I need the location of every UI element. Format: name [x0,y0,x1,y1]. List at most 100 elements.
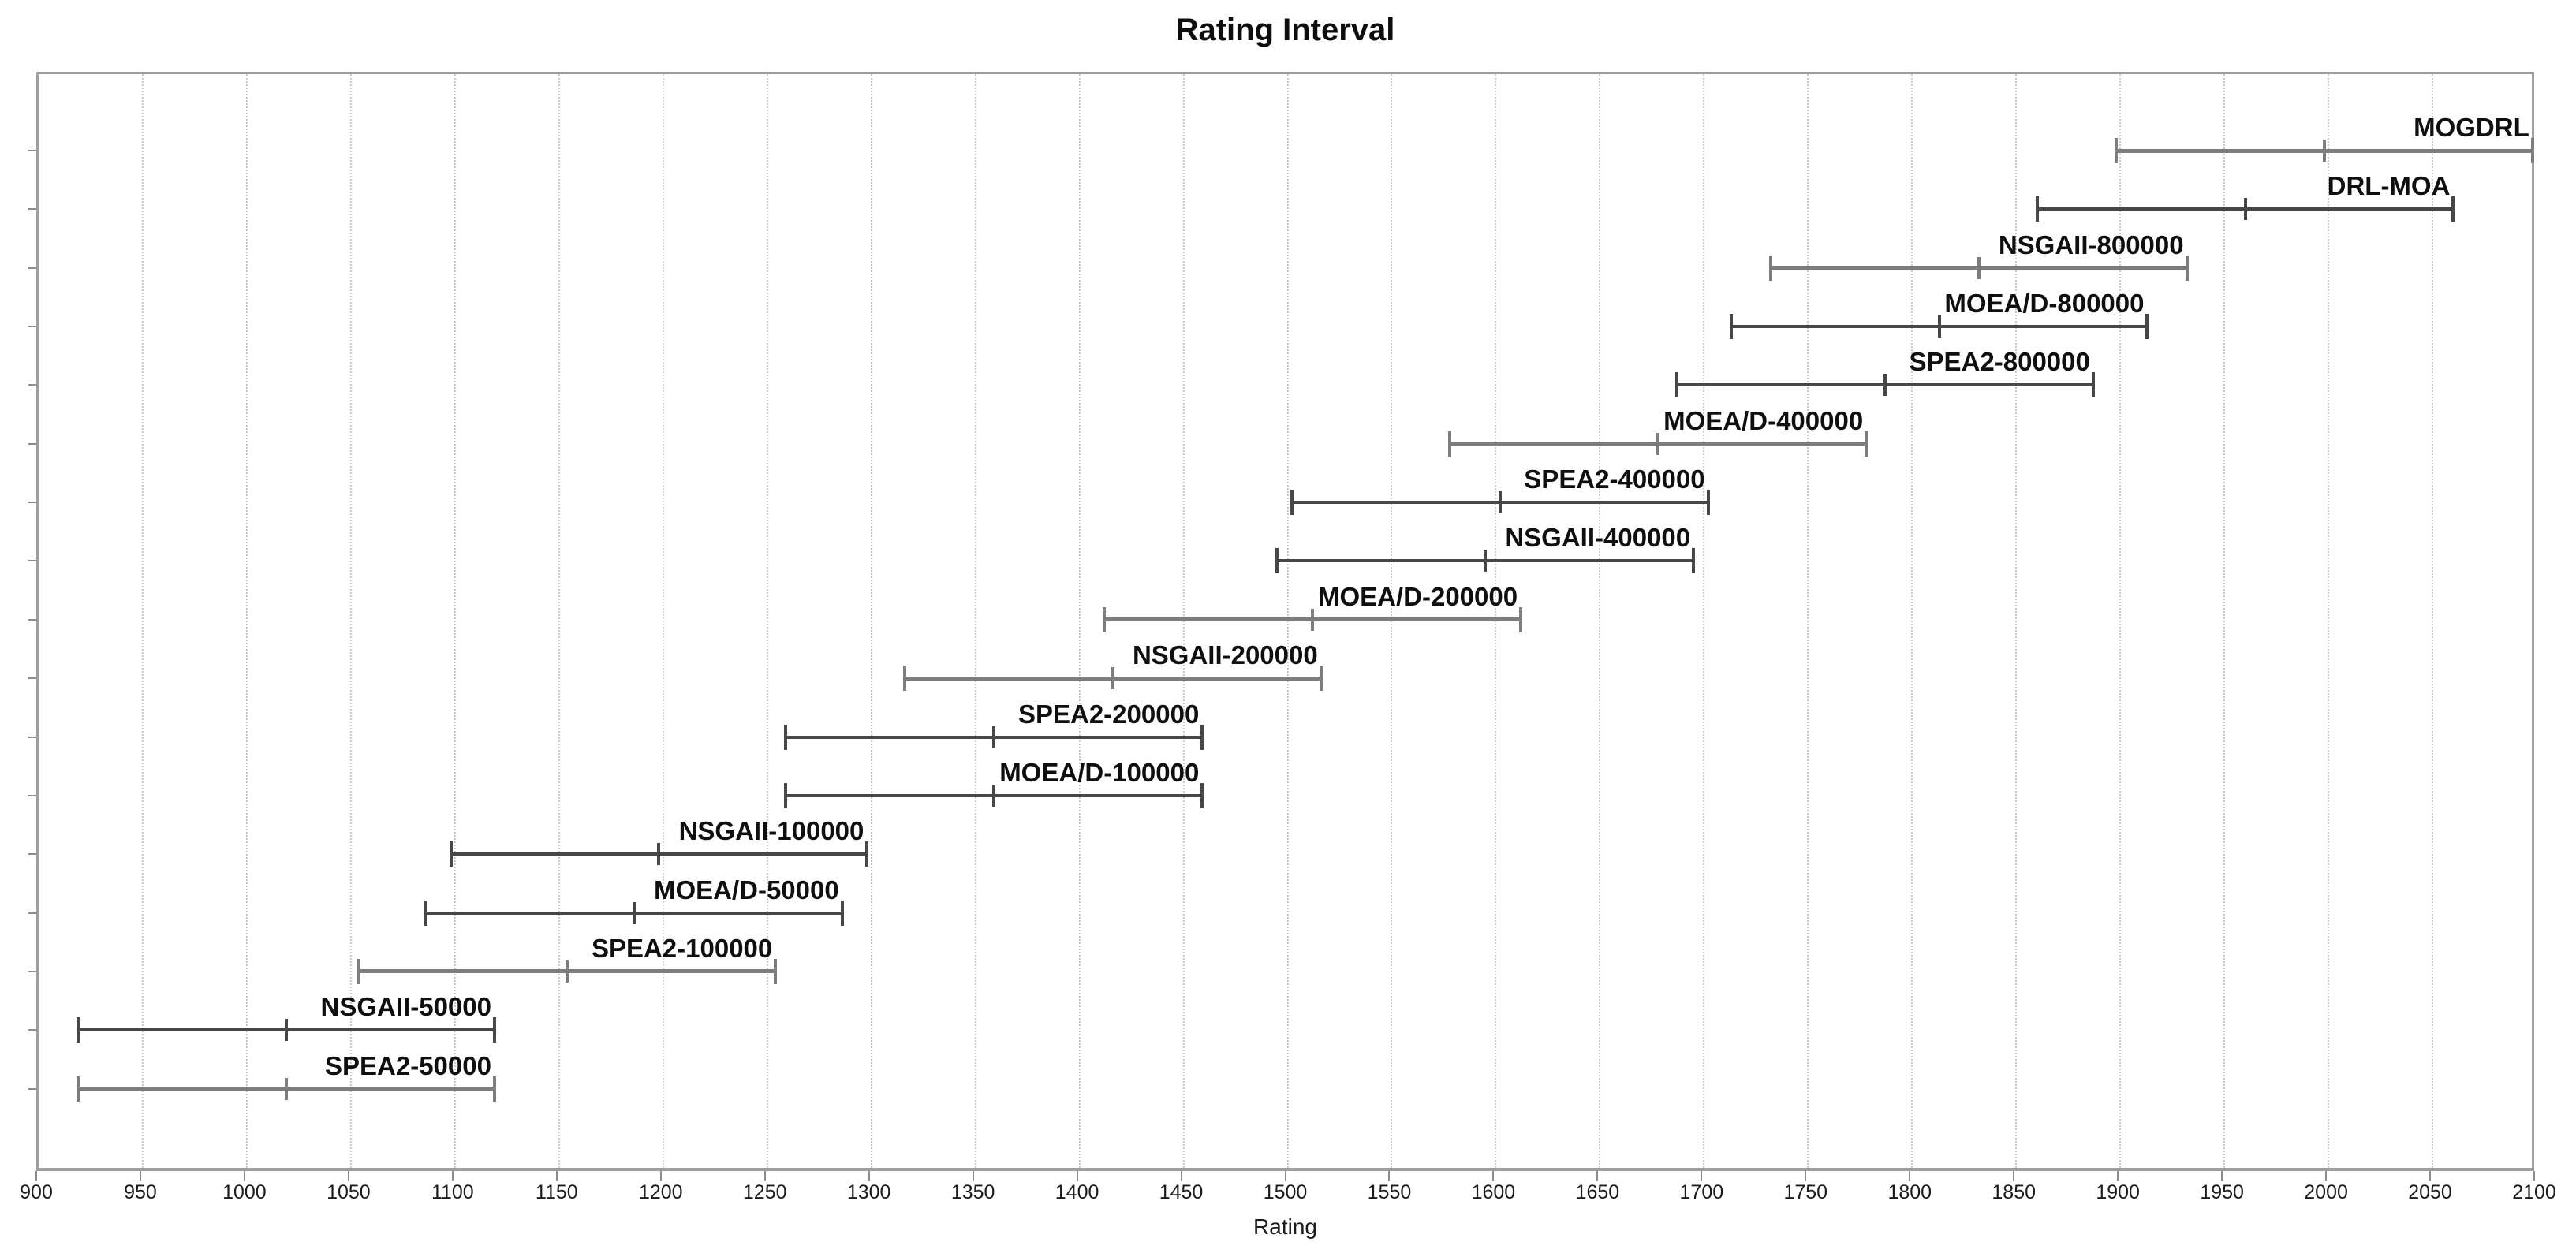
interval-cap-left [1675,372,1679,398]
x-tick-label: 1400 [1055,1181,1099,1203]
interval-cap-right [2145,314,2149,340]
interval-cap-left [784,724,788,750]
x-tick [2325,1171,2328,1181]
interval-cap-right [2091,372,2095,398]
interval-cap-right [2451,196,2455,222]
x-tick [1388,1171,1391,1181]
x-tick [1492,1171,1495,1181]
x-tick-label: 1000 [222,1181,267,1203]
y-tick [28,736,36,738]
interval-mean-tick [657,843,661,866]
gridline [662,74,664,1168]
interval-mean-tick [566,960,569,983]
y-tick [28,384,36,386]
interval-mean-tick [285,1077,289,1100]
interval-mean-tick [632,901,636,924]
interval-mean-tick [1883,374,1887,397]
interval-cap-left [1729,314,1733,340]
y-tick [28,1087,36,1090]
gridline [974,74,976,1168]
interval-mean-tick [1937,315,1941,338]
gridline [1078,74,1081,1168]
series-label: NSGAII-200000 [1132,640,1318,670]
y-tick [28,208,36,211]
x-tick [868,1171,870,1181]
interval-cap-right [774,958,778,984]
x-tick-label: 1750 [1783,1181,1828,1203]
x-tick-label: 1950 [2200,1181,2244,1203]
x-tick [1076,1171,1078,1181]
interval-cap-right [865,841,869,867]
gridline [2432,74,2434,1168]
series-label: MOGDRL [2414,113,2529,142]
y-tick [28,677,36,680]
gridline [2119,74,2122,1168]
interval-cap-left [2035,196,2039,222]
y-tick [28,326,36,328]
x-tick [972,1171,974,1181]
series-label: MOEA/D-50000 [653,875,839,905]
y-tick [28,502,36,504]
x-tick-label: 1350 [950,1181,995,1203]
series-label: MOEA/D-400000 [1663,405,1864,435]
interval-cap-left [1768,255,1772,281]
x-tick-label: 1250 [742,1181,787,1203]
x-tick [2429,1171,2432,1181]
interval-mean-tick [992,784,996,807]
series-label: NSGAII-400000 [1505,523,1691,553]
gridline [2223,74,2226,1168]
series-label: DRL-MOA [2327,171,2451,201]
chart-title: Rating Interval [1175,13,1395,47]
x-tick [451,1171,454,1181]
x-tick [763,1171,766,1181]
interval-mean-tick [1311,608,1315,631]
x-tick [555,1171,558,1181]
series-label: MOEA/D-100000 [999,757,1200,787]
series-label: SPEA2-100000 [591,933,773,963]
interval-cap-right [2530,138,2534,163]
x-tick-label: 1500 [1263,1181,1308,1203]
gridline [349,74,352,1168]
x-tick-label: 1100 [431,1181,474,1203]
x-tick [2533,1171,2535,1181]
series-label: SPEA2-50000 [325,1050,491,1080]
gridline [2015,74,2018,1168]
series-label: SPEA2-400000 [1524,464,1705,494]
interval-mean-tick [992,725,996,748]
gridline [1807,74,1809,1168]
interval-mean-tick [1977,256,1981,279]
plot-area: MOGDRL DRL-MOA NSGAII-800000 MOEA/D-800000 S… [28,72,2534,1171]
series-label: NSGAII-100000 [678,816,864,846]
x-tick-label: 900 [20,1181,53,1203]
interval-mean-tick [1656,432,1660,455]
x-axis: 900 950 1000 1050 1100 1150 1200 1250 1300 1350 14… [20,1171,2556,1218]
y-tick [28,970,36,972]
x-tick-label: 1200 [638,1181,683,1203]
interval-mean-tick [2322,140,2326,162]
interval-cap-left [902,666,906,692]
interval-cap-left [2114,138,2118,163]
x-tick-label: 1650 [1575,1181,1620,1203]
x-tick [243,1171,245,1181]
interval-mean-tick [2243,198,2247,221]
y-tick [28,150,36,151]
x-tick-label: 1700 [1679,1181,1724,1203]
series-label: MOEA/D-800000 [1944,289,2145,319]
x-tick-label: 950 [124,1181,157,1203]
x-tick-label: 1450 [1159,1181,1204,1203]
y-tick [28,442,36,445]
x-tick-label: 2000 [2304,1181,2348,1203]
y-tick [28,794,36,796]
x-tick [1596,1171,1599,1181]
interval-cap-right [1319,666,1323,692]
interval-mean-tick [285,1019,289,1042]
interval-cap-right [1200,724,1204,750]
interval-cap-left [449,841,453,867]
x-tick [659,1171,662,1181]
interval-cap-right [1865,431,1869,457]
interval-cap-right [492,1017,496,1043]
gridline [870,74,872,1168]
y-tick [28,853,36,856]
gridline [141,74,144,1168]
